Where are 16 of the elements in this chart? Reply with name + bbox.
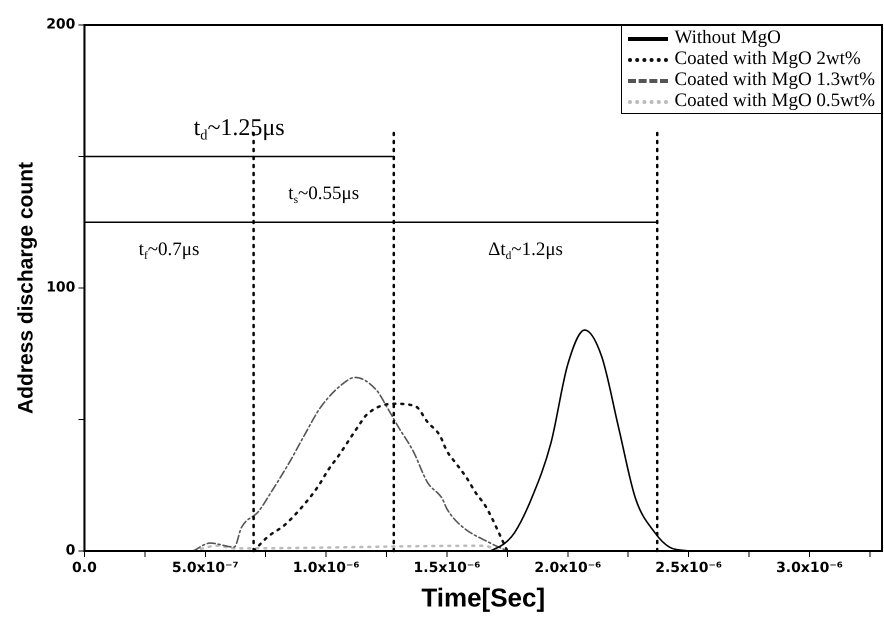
x-tick-label: 2.0x10⁻⁶ <box>534 560 602 576</box>
x-tick-label: 1.0x10⁻⁶ <box>292 560 360 576</box>
x-axis-title: Time[Sec] <box>421 582 546 613</box>
legend-label: Coated with MgO 0.5wt% <box>674 90 875 111</box>
x-tick-label: 0.0 <box>72 560 98 576</box>
legend-label: Without MgO <box>674 27 781 48</box>
y-axis-title: Address discharge count <box>14 162 38 414</box>
x-tick-label: 5.0x10⁻⁷ <box>172 560 239 576</box>
x-tick-label: 1.5x10⁻⁶ <box>414 560 480 576</box>
legend-label: Coated with MgO 2wt% <box>674 48 861 69</box>
y-tick-label: 100 <box>46 280 76 296</box>
legend-label: Coated with MgO 1.3wt% <box>674 69 875 90</box>
x-tick-label: 3.0x10⁻⁶ <box>776 560 843 576</box>
y-tick-label: 200 <box>46 16 76 33</box>
y-tick-label: 0 <box>66 542 76 559</box>
x-tick-label: 2.5x10⁻⁶ <box>655 560 722 576</box>
